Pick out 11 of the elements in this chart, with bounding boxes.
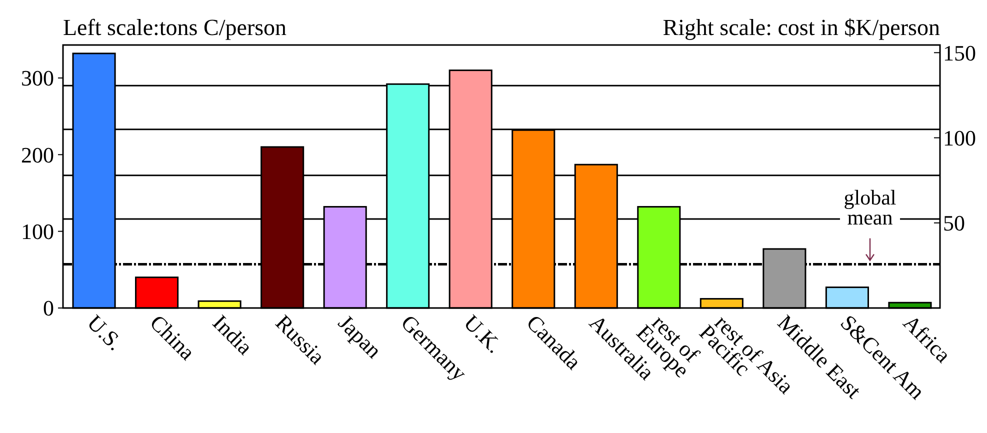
y-tick-label: 200 [21,142,54,168]
y-axis-title: Left scale:tons C/person [63,15,288,40]
y2-axis-title: Right scale: cost in $K/person [662,15,940,40]
y-tick-label: 300 [21,66,54,91]
y-tick-label: 100 [21,219,54,244]
y2-tick-label: 150 [943,40,976,66]
x-tick-label: U.S. [82,310,128,356]
ref-line-label: global mean [844,185,896,230]
y2-tick-label: 50 [943,210,965,236]
y2-tick-label: 100 [943,125,976,150]
y-tick-label: 0 [43,296,54,321]
